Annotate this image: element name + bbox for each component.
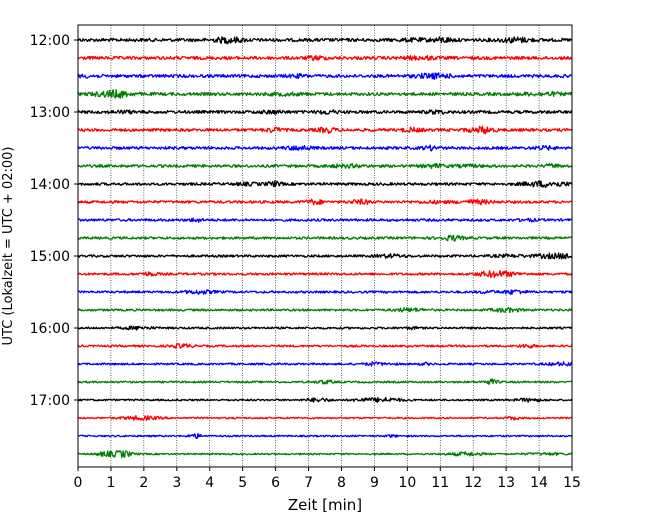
y-axis-ticks: 12:00 13:00 14:00 15:00 16:00 17:00 — [30, 33, 78, 409]
trace-1615 — [77, 343, 573, 349]
y-tick-label-1200: 12:00 — [30, 33, 70, 49]
trace-1300 — [77, 109, 573, 116]
y-tick-label-1300: 13:00 — [30, 105, 70, 121]
trace-1600 — [77, 325, 573, 331]
x-tick-label-0: 0 — [74, 475, 83, 491]
trace-1345 — [77, 162, 573, 170]
y-tick-label-1700: 17:00 — [30, 393, 70, 409]
trace-1745 — [77, 450, 573, 459]
x-tick-label-13: 13 — [497, 475, 515, 491]
x-tick-label-2: 2 — [139, 475, 148, 491]
trace-1230 — [77, 72, 573, 80]
trace-group — [77, 36, 573, 459]
x-tick-label-10: 10 — [398, 475, 416, 491]
x-tick-label-6: 6 — [271, 475, 280, 491]
x-grid — [110, 25, 540, 467]
trace-1730 — [77, 432, 573, 440]
trace-1315 — [77, 125, 573, 135]
trace-1430 — [78, 217, 573, 223]
trace-1630 — [77, 361, 573, 367]
trace-1500 — [77, 252, 573, 260]
x-tick-label-8: 8 — [337, 475, 346, 491]
plot-frame — [77, 24, 573, 468]
x-tick-label-12: 12 — [464, 475, 482, 491]
trace-1330 — [77, 144, 573, 152]
x-tick-label-1: 1 — [106, 475, 115, 491]
trace-1445 — [77, 234, 573, 242]
y-tick-label-1500: 15:00 — [30, 249, 70, 265]
trace-1245 — [77, 88, 573, 99]
x-tick-label-3: 3 — [172, 475, 181, 491]
trace-1700 — [77, 396, 573, 403]
x-axis-label: Zeit [min] — [288, 496, 362, 514]
trace-1645 — [77, 378, 573, 385]
trace-1215 — [77, 54, 573, 62]
y-tick-label-1600: 16:00 — [30, 321, 70, 337]
x-tick-label-9: 9 — [370, 475, 379, 491]
x-tick-label-11: 11 — [431, 475, 449, 491]
y-axis-label: UTC (Lokalzeit = UTC + 02:00) — [1, 147, 16, 346]
y-tick-label-1400: 14:00 — [30, 177, 70, 193]
trace-1530 — [77, 289, 573, 295]
x-tick-label-14: 14 — [530, 475, 548, 491]
trace-1515 — [77, 270, 573, 279]
trace-1545 — [77, 306, 573, 314]
trace-1415 — [77, 198, 573, 206]
x-axis-ticks: 0 1 2 3 4 5 6 7 8 9 10 11 12 13 14 15 — [74, 467, 581, 491]
x-tick-label-4: 4 — [205, 475, 214, 491]
trace-1200 — [77, 36, 573, 45]
trace-1715 — [77, 414, 573, 421]
trace-1400 — [77, 180, 573, 188]
x-tick-label-7: 7 — [304, 475, 313, 491]
x-tick-label-5: 5 — [238, 475, 247, 491]
x-tick-label-15: 15 — [563, 475, 581, 491]
